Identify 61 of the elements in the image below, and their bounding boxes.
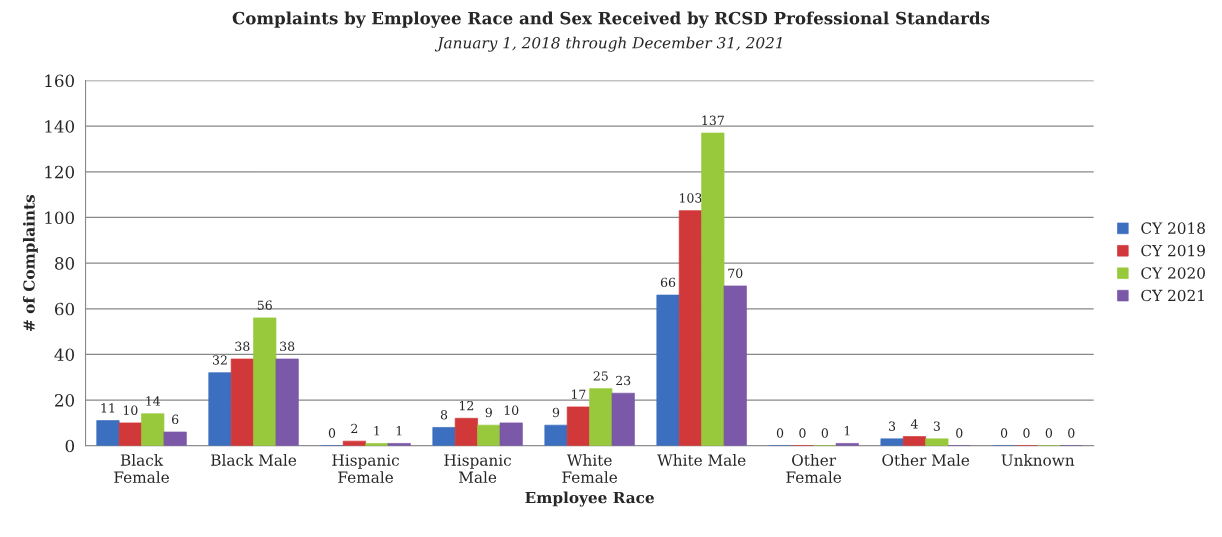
y-axis-title: # of Complaints: [22, 194, 38, 331]
y-tick-label: 20: [55, 394, 75, 407]
data-label: 11: [101, 403, 115, 413]
data-label: 38: [280, 341, 295, 352]
y-tick-label: 120: [45, 165, 75, 179]
x-tick-label: Hispanic Female: [332, 454, 399, 483]
data-label: 38: [235, 341, 250, 352]
data-label: 56: [257, 300, 272, 310]
y-tick-label: 80: [55, 257, 75, 270]
data-label: 9: [485, 407, 492, 418]
data-label: 137: [702, 115, 724, 126]
data-label: 25: [593, 371, 608, 381]
data-label: 0: [1000, 428, 1008, 438]
y-tick-label: 40: [54, 348, 75, 361]
data-label: 1: [374, 426, 379, 436]
y-tick-label: 100: [45, 211, 75, 225]
y-tick-label: 60: [55, 302, 75, 316]
data-label: 32: [212, 355, 227, 365]
data-label: 0: [1023, 428, 1030, 438]
x-axis-title: Employee Race: [525, 491, 654, 507]
chart-subtitle: January 1, 2018 through December 31, 2021: [434, 36, 782, 52]
data-label: 0: [1068, 428, 1075, 438]
data-label: 1: [844, 426, 850, 436]
chart-title: Complaints by Employee Race and Sex Received by RCSD Professional Standards: [232, 11, 990, 28]
data-label: 2: [351, 423, 358, 433]
data-label: 3: [889, 421, 896, 431]
data-label: 12: [459, 400, 474, 411]
data-label: 9: [552, 407, 560, 418]
data-label: 4: [910, 419, 918, 429]
x-tick-label: Other Male: [882, 454, 970, 466]
data-label: 0: [821, 428, 828, 438]
data-label: 10: [123, 405, 138, 415]
data-label: 10: [504, 405, 519, 415]
x-tick-label: Other Female: [786, 454, 842, 483]
y-tick-label: 160: [45, 74, 75, 88]
x-tick-label: Black Female: [114, 454, 169, 483]
data-label: 0: [1045, 428, 1053, 438]
legend-label: CY 2019: [1141, 244, 1205, 257]
data-label: 17: [571, 389, 586, 399]
data-label: 6: [172, 414, 179, 425]
data-label: 0: [328, 428, 336, 438]
data-label: 0: [799, 428, 806, 438]
x-tick-label: Black Male: [211, 454, 297, 466]
x-tick-label: White Female: [562, 454, 618, 483]
data-label: 66: [660, 277, 676, 288]
x-tick-label: Hispanic Male: [444, 454, 512, 483]
data-label: 14: [146, 396, 161, 406]
data-label: 70: [728, 268, 743, 278]
data-label: 8: [440, 410, 448, 420]
x-tick-label: White Male: [657, 454, 746, 466]
data-label: 23: [616, 375, 631, 386]
legend-label: CY 2020: [1141, 267, 1205, 279]
legend-label: CY 2018: [1141, 222, 1205, 234]
y-tick-label: 140: [45, 120, 75, 133]
data-label: 0: [776, 428, 784, 438]
x-tick-label: Unknown: [1001, 454, 1075, 466]
data-label: 1: [396, 426, 402, 436]
data-label: 0: [956, 428, 963, 438]
legend-label: CY 2021: [1141, 289, 1204, 302]
y-tick-label: 0: [65, 439, 75, 453]
data-label: 3: [933, 421, 940, 431]
